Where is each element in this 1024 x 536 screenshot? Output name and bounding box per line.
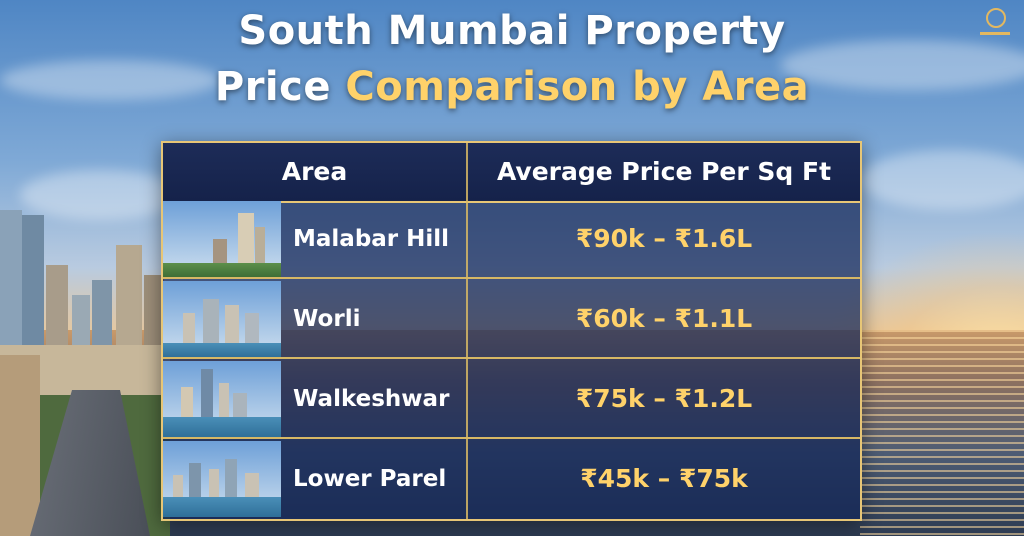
- area-name: Malabar Hill: [293, 226, 450, 252]
- table-row: Malabar Hill ₹90k – ₹1.6L: [163, 201, 860, 279]
- table-row: Worli ₹60k – ₹1.1L: [163, 281, 860, 359]
- area-price: ₹90k – ₹1.6L: [575, 224, 753, 253]
- price-comparison-table: Area Average Price Per Sq Ft Malabar Hil…: [161, 141, 862, 521]
- title-plain: Price: [214, 64, 346, 110]
- header-area: Area: [281, 157, 348, 186]
- skyline-photo-icon: [163, 281, 281, 357]
- area-price: ₹75k – ₹1.2L: [575, 384, 753, 413]
- table-row: Walkeshwar ₹75k – ₹1.2L: [163, 361, 860, 439]
- brand-logo-icon: [980, 6, 1010, 38]
- area-name: Worli: [293, 306, 361, 332]
- area-price: ₹45k – ₹75k: [580, 464, 748, 493]
- area-price: ₹60k – ₹1.1L: [575, 304, 753, 333]
- title-highlight: Comparison by Area: [345, 64, 810, 110]
- column-divider: [466, 143, 468, 519]
- table-header: Area Average Price Per Sq Ft: [163, 143, 860, 203]
- page-title-line2: Price Comparison by Area: [0, 64, 1024, 110]
- page-title-line1: South Mumbai Property: [238, 8, 786, 54]
- skyline-photo-icon: [163, 201, 281, 277]
- area-name: Lower Parel: [293, 466, 447, 492]
- skyline-photo-icon: [163, 361, 281, 437]
- skyline-photo-icon: [163, 441, 281, 517]
- table-row: Lower Parel ₹45k – ₹75k: [163, 441, 860, 519]
- area-name: Walkeshwar: [293, 386, 450, 412]
- header-price: Average Price Per Sq Ft: [496, 157, 832, 186]
